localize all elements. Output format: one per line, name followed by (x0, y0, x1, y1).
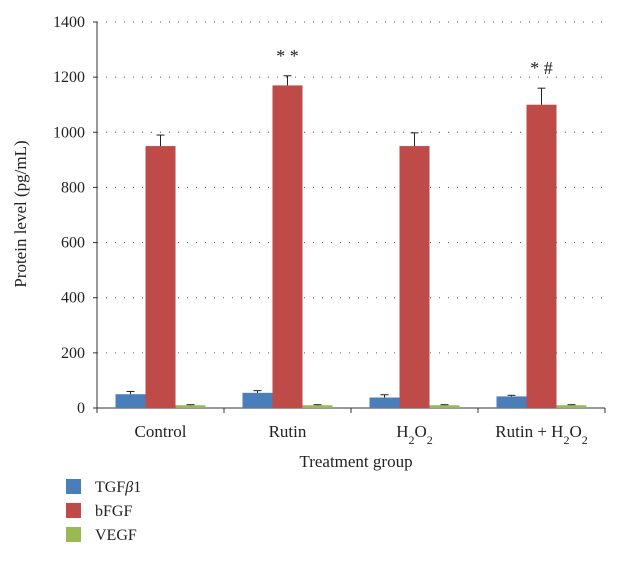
legend-swatch (66, 479, 81, 494)
bar (556, 405, 587, 408)
bar (369, 397, 400, 408)
legend-label: VEGF (95, 527, 137, 544)
y-tick-label: 1200 (53, 69, 85, 86)
labels: 0 200 400 600 800 1000 1200 1400 Control Rutin H2O… (53, 14, 588, 447)
x-axis-title: Treatment group (299, 452, 412, 471)
x-tick-label: Rutin (269, 422, 307, 441)
legend-label: TGFβ1 (95, 479, 141, 496)
x-tick-label: H2O2 (396, 422, 433, 447)
bar (175, 405, 206, 408)
y-tick-label: 600 (61, 235, 85, 252)
y-tick-label: 0 (77, 400, 85, 417)
y-axis-title: Protein level (pg/mL) (11, 140, 30, 287)
x-tick-label: Rutin + H2O2 (495, 422, 587, 447)
y-tick-label: 1400 (53, 14, 85, 31)
x-tick-label: Control (135, 422, 187, 441)
significance-label: * # (530, 58, 553, 78)
legend-swatch (66, 527, 81, 542)
significance-label: * * (276, 46, 299, 66)
bar (526, 104, 557, 408)
bars (115, 75, 587, 409)
bar (496, 396, 527, 408)
legend-label: bFGF (95, 503, 132, 520)
y-tick-label: 1000 (53, 124, 85, 141)
bar (302, 405, 333, 408)
legend: TGFβ1 bFGF VEGF (66, 479, 141, 544)
y-tick-label: 400 (61, 290, 85, 307)
bar (272, 85, 303, 409)
y-tick-label: 200 (61, 345, 85, 362)
bar (145, 146, 176, 409)
bar (429, 405, 460, 408)
y-tick-label: 800 (61, 179, 85, 196)
bar (242, 392, 273, 408)
legend-swatch (66, 503, 81, 518)
bar (399, 146, 430, 409)
gridlines (97, 21, 605, 354)
bar (115, 394, 146, 408)
